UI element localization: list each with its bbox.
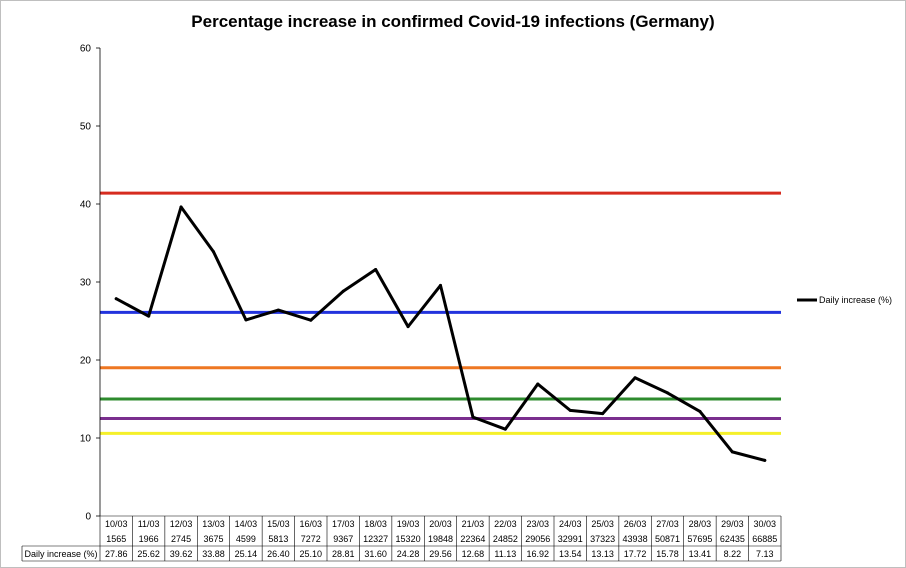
category-label: 19/03 <box>397 519 420 529</box>
daily-increase-value: 31.60 <box>364 549 387 559</box>
data-point <box>633 376 637 380</box>
daily-increase-value: 24.28 <box>397 549 420 559</box>
daily-increase-value: 8.22 <box>724 549 742 559</box>
category-label: 14/03 <box>235 519 258 529</box>
confirmed-cases-value: 43938 <box>623 534 648 544</box>
category-label: 11/03 <box>138 519 160 529</box>
y-tick-label: 0 <box>85 512 91 523</box>
data-point <box>212 250 215 254</box>
category-label: 23/03 <box>527 519 550 529</box>
legend-label: Daily increase (%) <box>819 295 892 305</box>
category-label: 28/03 <box>689 519 712 529</box>
confirmed-cases-value: 62435 <box>720 534 745 544</box>
data-point <box>439 283 442 287</box>
daily-increase-value: 13.13 <box>591 549 614 559</box>
data-point <box>601 412 605 416</box>
confirmed-cases-value: 1966 <box>139 534 159 544</box>
confirmed-cases-value: 37323 <box>590 534 615 544</box>
data-point <box>471 415 475 419</box>
daily-increase-value: 28.81 <box>332 549 355 559</box>
daily-increase-value: 7.13 <box>756 549 774 559</box>
daily-increase-value: 13.41 <box>689 549 712 559</box>
data-point <box>503 427 507 431</box>
category-label: 26/03 <box>624 519 647 529</box>
confirmed-cases-value: 3675 <box>203 534 223 544</box>
confirmed-cases-value: 24852 <box>493 534 518 544</box>
confirmed-cases-value: 32991 <box>558 534 583 544</box>
daily-increase-value: 29.56 <box>429 549 452 559</box>
data-point <box>244 318 248 322</box>
confirmed-cases-value: 50871 <box>655 534 680 544</box>
confirmed-cases-value: 9367 <box>333 534 353 544</box>
chart-title: Percentage increase in confirmed Covid-1… <box>191 12 715 31</box>
confirmed-cases-value: 22364 <box>460 534 485 544</box>
daily-increase-value: 12.68 <box>462 549 485 559</box>
daily-increase-value: 33.88 <box>202 549 225 559</box>
data-point <box>536 382 540 386</box>
series-line-daily-increase <box>114 205 767 462</box>
daily-increase-value: 26.40 <box>267 549 290 559</box>
confirmed-cases-value: 7272 <box>301 534 321 544</box>
y-tick-label: 10 <box>80 434 92 445</box>
data-point <box>341 289 345 293</box>
table-row-header: Daily increase (%) <box>24 549 97 559</box>
category-label: 24/03 <box>559 519 582 529</box>
daily-increase-value: 17.72 <box>624 549 647 559</box>
category-label: 10/03 <box>105 519 128 529</box>
daily-increase-value: 39.62 <box>170 549 193 559</box>
data-point <box>374 268 378 272</box>
category-label: 16/03 <box>300 519 323 529</box>
category-label: 29/03 <box>721 519 744 529</box>
confirmed-cases-value: 2745 <box>171 534 191 544</box>
category-label: 25/03 <box>591 519 614 529</box>
category-label: 12/03 <box>170 519 193 529</box>
data-point <box>276 308 280 312</box>
category-label: 15/03 <box>267 519 290 529</box>
daily-increase-value: 15.78 <box>656 549 679 559</box>
daily-increase-value: 11.13 <box>494 549 516 559</box>
confirmed-cases-value: 1565 <box>106 534 126 544</box>
confirmed-cases-value: 12327 <box>363 534 388 544</box>
confirmed-cases-value: 29056 <box>525 534 550 544</box>
category-label: 30/03 <box>754 519 777 529</box>
category-label: 18/03 <box>364 519 387 529</box>
data-point <box>568 408 572 412</box>
y-tick-label: 30 <box>80 278 92 289</box>
daily-increase-value: 25.10 <box>300 549 323 559</box>
data-point <box>179 205 183 209</box>
category-label: 22/03 <box>494 519 517 529</box>
y-tick-label: 40 <box>80 200 92 211</box>
daily-increase-value: 27.86 <box>105 549 128 559</box>
data-point <box>114 297 118 301</box>
daily-increase-value: 25.14 <box>235 549 258 559</box>
daily-increase-value: 25.62 <box>137 549 160 559</box>
daily-increase-value: 16.92 <box>527 549 550 559</box>
data-point <box>698 409 702 413</box>
confirmed-cases-value: 15320 <box>396 534 421 544</box>
confirmed-cases-value: 66885 <box>752 534 777 544</box>
daily-increase-value: 13.54 <box>559 549 582 559</box>
data-point <box>147 314 151 318</box>
data-point <box>730 450 734 454</box>
data-point <box>666 391 669 395</box>
confirmed-cases-value: 5813 <box>268 534 288 544</box>
confirmed-cases-value: 4599 <box>236 534 256 544</box>
category-label: 21/03 <box>462 519 485 529</box>
category-label: 20/03 <box>429 519 452 529</box>
category-label: 27/03 <box>656 519 679 529</box>
confirmed-cases-value: 19848 <box>428 534 453 544</box>
y-tick-label: 20 <box>80 356 92 367</box>
category-label: 17/03 <box>332 519 355 529</box>
data-point <box>406 325 410 329</box>
data-point <box>763 458 767 462</box>
data-point <box>309 318 313 322</box>
category-label: 13/03 <box>202 519 225 529</box>
y-tick-label: 60 <box>80 44 92 55</box>
confirmed-cases-value: 57695 <box>687 534 712 544</box>
y-tick-label: 50 <box>80 122 92 133</box>
